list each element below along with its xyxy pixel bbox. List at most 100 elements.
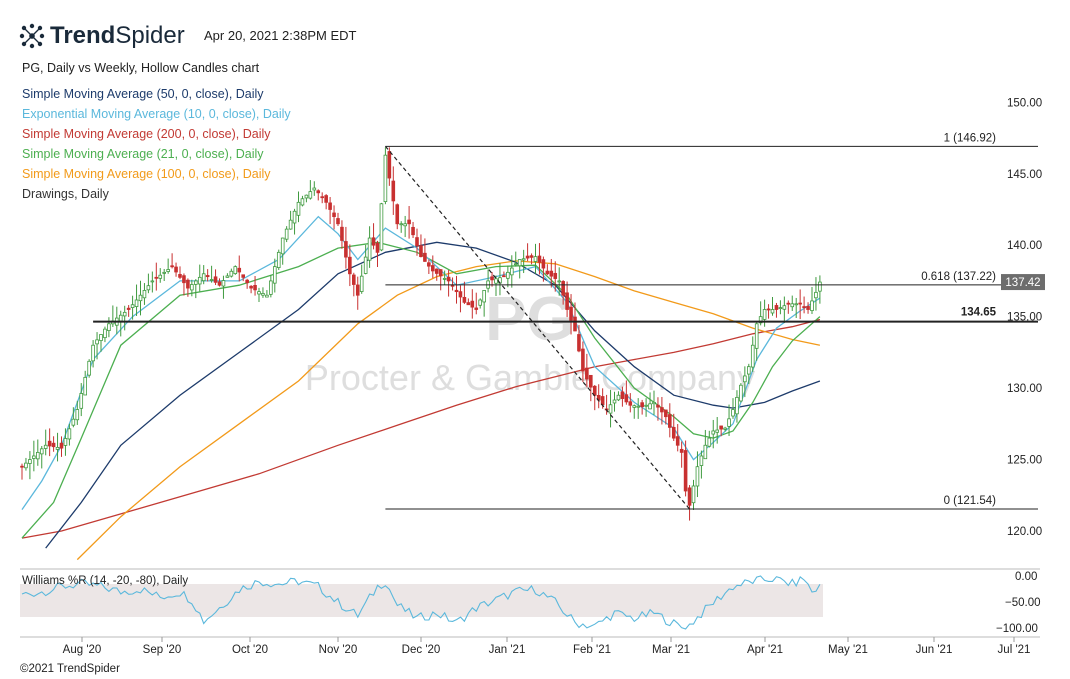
candle-body — [569, 306, 573, 321]
candle-body — [423, 252, 427, 262]
candle-body — [525, 255, 530, 259]
candle-body — [166, 269, 170, 272]
candle-body — [407, 219, 411, 225]
candle-body — [193, 280, 198, 285]
candle-body — [336, 218, 340, 225]
candle-body — [699, 455, 704, 466]
candle-body — [549, 270, 554, 277]
candle-body — [284, 228, 289, 240]
candle-body — [371, 237, 376, 246]
last-price-label: 137.42 — [1005, 277, 1040, 289]
candle-body — [648, 403, 652, 410]
drawings: 1 (146.92) 0.618 (137.22) 0 (121.54) 134.65 — [93, 132, 1038, 510]
candle-body — [344, 241, 348, 258]
candle-body — [304, 194, 309, 199]
candle-body — [624, 394, 629, 403]
candle-body — [190, 284, 194, 291]
candle-body — [257, 291, 261, 295]
candle-body — [126, 307, 131, 310]
candle-body — [652, 401, 656, 405]
candle-body — [589, 374, 593, 388]
candle-body — [142, 290, 147, 299]
y-tick-label: 150.00 — [1007, 97, 1042, 109]
candle-body — [739, 384, 743, 402]
candle-body — [186, 279, 190, 289]
candle-body — [261, 293, 265, 296]
y-tick-label: 145.00 — [1007, 169, 1042, 181]
candle-body — [577, 334, 581, 352]
candle-body — [150, 280, 155, 283]
williams-overbought-band — [20, 584, 823, 617]
candle-body — [521, 258, 526, 261]
candle-body — [675, 436, 680, 446]
x-tick-label: Jun '21 — [916, 644, 953, 656]
candle-body — [561, 281, 565, 296]
candle-body — [229, 270, 234, 277]
candle-body — [750, 344, 755, 368]
candle-body — [83, 376, 88, 396]
candle-body — [103, 328, 107, 339]
candle-body — [24, 462, 28, 469]
candle-body — [438, 269, 443, 277]
candle-body — [636, 405, 640, 408]
candle-body — [703, 444, 708, 460]
candle-body — [474, 307, 479, 310]
y-tick-label: 135.00 — [1007, 312, 1042, 324]
candle-body — [28, 459, 32, 464]
legend-sma100: Simple Moving Average (100, 0, close), D… — [22, 167, 271, 181]
candle-body — [328, 202, 332, 210]
candle-body — [553, 272, 558, 279]
candle-body — [632, 405, 637, 408]
candle-body — [403, 223, 407, 227]
candle-body — [502, 275, 506, 278]
candle-body — [67, 428, 72, 440]
candle-body — [367, 237, 372, 261]
x-tick-label: Mar '21 — [652, 644, 690, 656]
candle-body — [427, 262, 431, 267]
candle-body — [683, 450, 688, 492]
candle-body — [430, 265, 435, 272]
candle-body — [478, 299, 482, 306]
brand-name-light: Spider — [115, 22, 185, 49]
candle-body — [660, 407, 664, 413]
candle-body — [245, 279, 249, 284]
candle-body — [581, 348, 585, 372]
candle-body — [75, 409, 80, 421]
candle-body — [241, 274, 246, 278]
candle-body — [221, 280, 226, 287]
candle-body — [608, 404, 613, 414]
candle-body — [351, 274, 356, 285]
candle-body — [387, 151, 392, 179]
candle-body — [324, 195, 328, 203]
candle-body — [209, 279, 214, 281]
candle-body — [411, 226, 415, 236]
candle-body — [640, 402, 644, 408]
candle-body — [419, 245, 423, 258]
candle-body — [197, 276, 202, 285]
candle-body — [707, 437, 712, 447]
candle-body — [565, 292, 569, 310]
candle-body — [782, 305, 787, 310]
candle-body — [790, 303, 795, 308]
fib-level-1-label: 1 (146.92) — [944, 132, 997, 144]
candle-body — [806, 306, 810, 310]
candle-body — [300, 198, 305, 206]
candle-body — [715, 429, 719, 433]
candle-body — [754, 323, 759, 349]
candle-body — [462, 296, 467, 303]
candle-body — [63, 438, 68, 446]
x-tick-label: Dec '20 — [402, 644, 441, 656]
trend-line — [384, 145, 691, 510]
osc-tick-0: 0.00 — [1015, 571, 1037, 583]
legend-ema10: Exponential Moving Average (10, 0, close… — [22, 107, 291, 121]
sma-200-line — [21, 318, 821, 539]
candle-body — [719, 425, 723, 430]
candle-body — [138, 294, 143, 302]
candle-body — [731, 409, 735, 417]
candle-body — [39, 448, 44, 455]
candle-body — [20, 465, 24, 468]
candle-body — [201, 273, 206, 282]
candle-body — [383, 154, 388, 203]
candle-body — [762, 309, 767, 320]
